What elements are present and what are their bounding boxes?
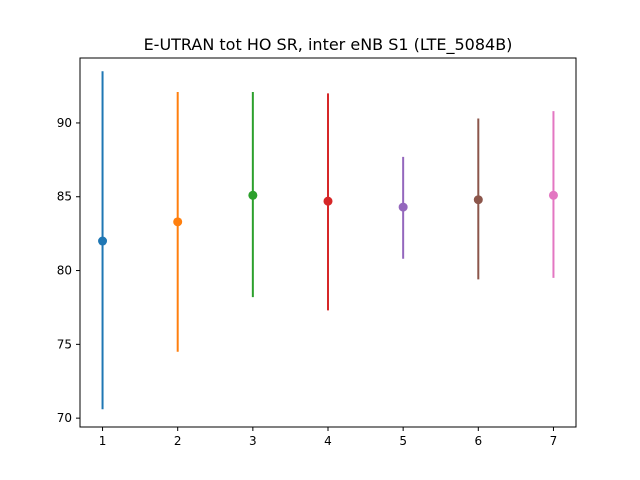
data-point-2 (173, 217, 183, 227)
data-point-3 (248, 190, 258, 200)
y-tick-label-75: 75 (57, 337, 72, 351)
data-point-6 (473, 195, 483, 205)
chart-title: E-UTRAN tot HO SR, inter eNB S1 (LTE_508… (144, 35, 513, 55)
x-tick-label-2: 2 (174, 434, 182, 448)
x-tick-label-7: 7 (550, 434, 558, 448)
data-point-1 (98, 236, 108, 246)
x-tick-label-3: 3 (249, 434, 257, 448)
x-tick-label-1: 1 (99, 434, 107, 448)
x-tick-label-6: 6 (474, 434, 482, 448)
chart-axes: 1 2 3 4 5 6 7 70 75 80 85 90 (57, 57, 577, 448)
chart-marks (98, 71, 558, 410)
data-point-4 (323, 196, 333, 206)
y-tick-label-70: 70 (57, 411, 72, 425)
x-tick-label-5: 5 (399, 434, 407, 448)
x-tick-label-4: 4 (324, 434, 332, 448)
data-point-5 (398, 202, 408, 212)
y-tick-label-80: 80 (57, 264, 72, 278)
y-tick-label-85: 85 (57, 190, 72, 204)
y-tick-label-90: 90 (57, 116, 72, 130)
data-point-7 (548, 190, 558, 200)
